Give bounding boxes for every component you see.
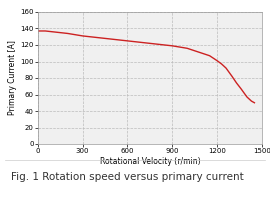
X-axis label: Rotational Velocity (r/min): Rotational Velocity (r/min) [100, 157, 200, 166]
Y-axis label: Primary Current [A]: Primary Current [A] [8, 41, 17, 115]
Text: Fig. 1 Rotation speed versus primary current: Fig. 1 Rotation speed versus primary cur… [11, 172, 244, 182]
